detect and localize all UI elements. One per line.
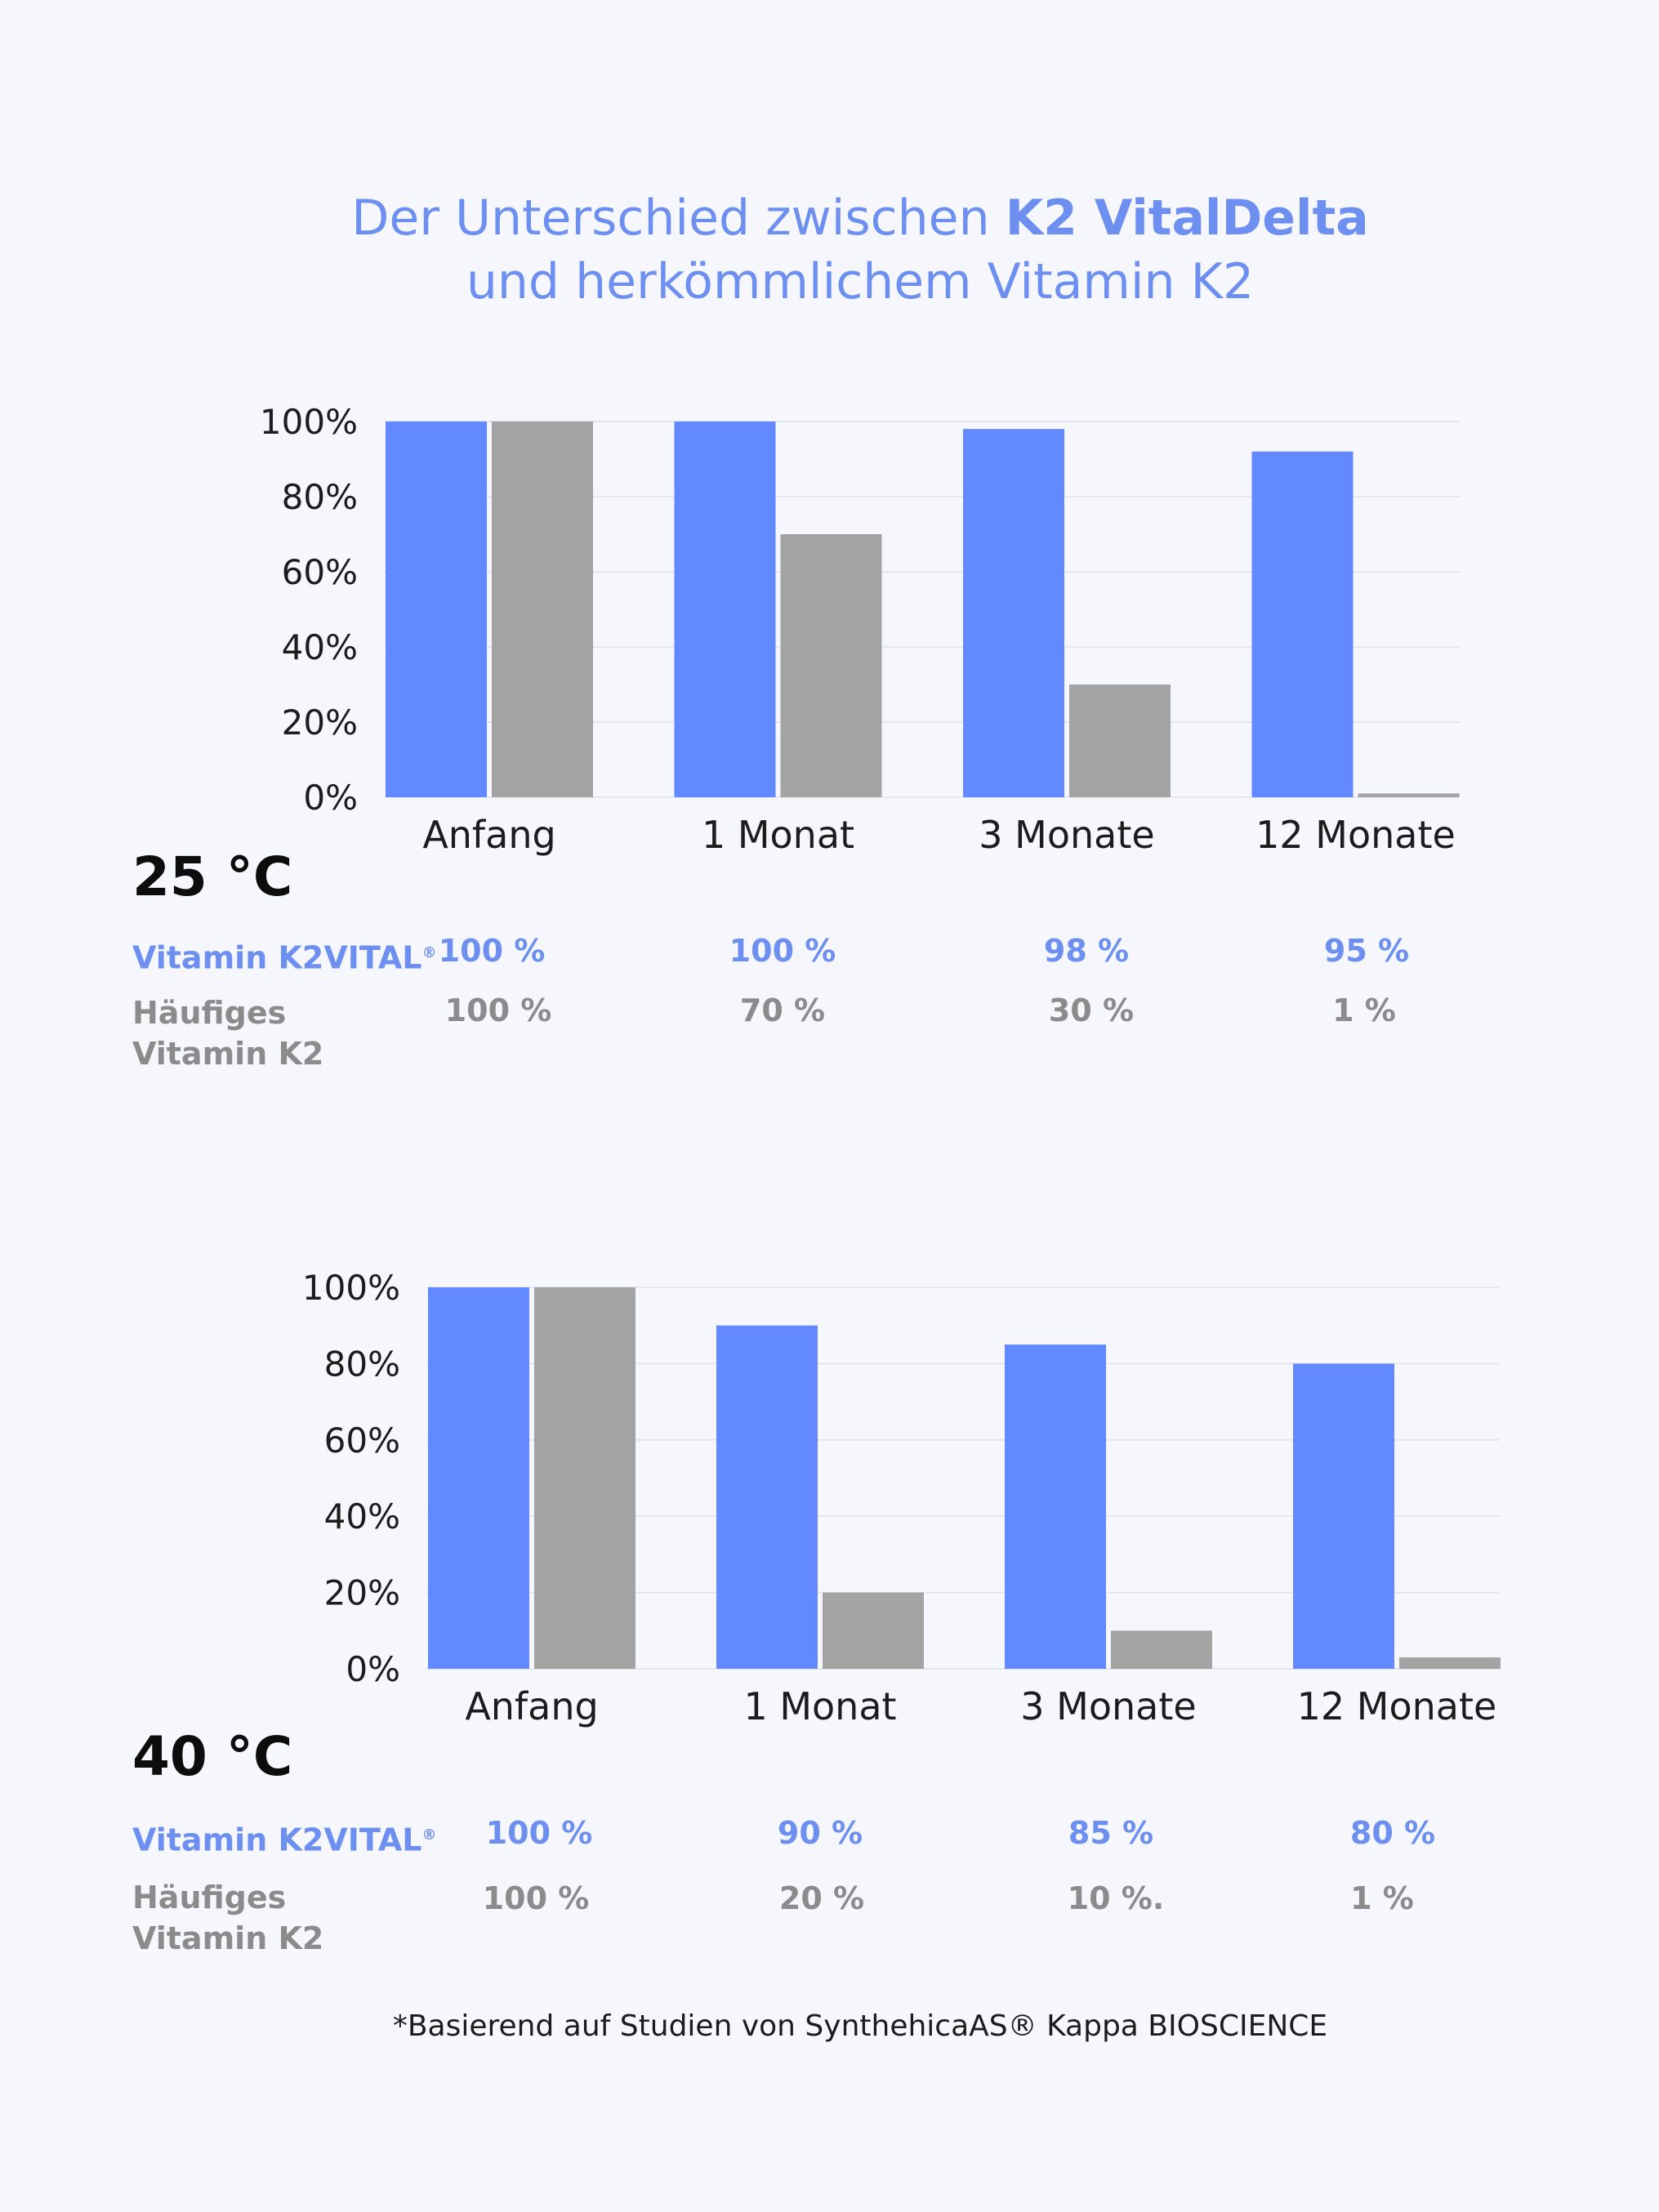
x-tick-label-40c-1-monat: 1 Monat — [743, 1684, 896, 1728]
value-k2vital-40c-3monate: 85 % — [1068, 1815, 1154, 1851]
title-line1-prefix: Der Unterschied zwischen — [351, 190, 1006, 247]
temperature-label-25c: 25 °C — [132, 845, 293, 908]
value-common-25c-3monate: 30 % — [1048, 992, 1135, 1028]
row-label-k2vital-25c: Vitamin K2VITAL® — [132, 939, 437, 976]
x-tick-label-25c-anfang: Anfang — [422, 813, 555, 857]
value-common-25c-1monat: 70 % — [739, 992, 826, 1028]
bar-40c-1-monat-common — [823, 1592, 924, 1669]
bar-40c-3-monate-common — [1111, 1630, 1212, 1669]
bar-25c-anfang-common — [492, 421, 593, 797]
bar-40c-anfang-k2vital — [428, 1287, 529, 1669]
bar-40c-12-monate-common — [1399, 1657, 1501, 1669]
x-tick-label-25c-3-monate: 3 Monate — [979, 813, 1154, 857]
value-common-25c-anfang: 100 % — [444, 992, 552, 1028]
bar-25c-3-monate-k2vital — [963, 429, 1064, 797]
chart-40c: 0% 20% 40% 60% 80% 100% Anfang 1 Monat 3 Monate 1… — [302, 1268, 1501, 1728]
bar-40c-3-monate-k2vital — [1005, 1345, 1106, 1669]
x-tick-label-25c-1-monat: 1 Monat — [702, 813, 854, 857]
value-k2vital-25c-12monate: 95 % — [1323, 933, 1410, 969]
bar-25c-anfang-k2vital — [386, 421, 487, 797]
value-k2vital-25c-1monat: 100 % — [729, 933, 836, 969]
y-tick-label-40c-1: 20% — [324, 1573, 400, 1613]
title-line1-bold: K2 VitalDelta — [1005, 190, 1369, 247]
value-k2vital-40c-anfang: 100 % — [485, 1815, 593, 1851]
value-common-25c-12monate: 1 % — [1332, 992, 1396, 1028]
y-tick-label-25c-3: 60% — [282, 552, 358, 592]
row-label-common-25c: Häufiges Vitamin K2 — [132, 995, 324, 1072]
x-tick-label-40c-3-monate: 3 Monate — [1020, 1684, 1196, 1728]
page-title: Der Unterschied zwischen K2 VitalDelta u… — [0, 186, 1659, 314]
y-tick-label-25c-1: 20% — [282, 702, 358, 743]
bar-25c-1-monat-k2vital — [674, 421, 776, 797]
value-common-40c-12monate: 1 % — [1350, 1880, 1414, 1916]
title-line2: und herkömmlichem Vitamin K2 — [466, 253, 1255, 310]
bar-25c-1-monat-common — [780, 534, 882, 797]
bar-25c-3-monate-common — [1069, 685, 1171, 797]
registered-mark: ® — [421, 944, 437, 961]
bar-25c-12-monate-k2vital — [1251, 451, 1354, 797]
x-tick-label-25c-12-monate: 12 Monate — [1255, 813, 1456, 857]
y-tick-label-40c-2: 40% — [324, 1496, 400, 1536]
y-tick-label-25c-2: 40% — [282, 627, 358, 667]
y-tick-label-25c-4: 80% — [282, 477, 358, 517]
y-tick-label-40c-4: 80% — [324, 1344, 400, 1384]
value-k2vital-40c-1monat: 90 % — [777, 1815, 863, 1851]
y-tick-label-40c-3: 60% — [324, 1420, 400, 1461]
y-tick-label-40c-0: 0% — [346, 1649, 400, 1689]
y-tick-label-25c-5: 100% — [260, 402, 358, 442]
y-tick-label-25c-0: 0% — [303, 778, 358, 818]
x-tick-label-40c-anfang: Anfang — [465, 1684, 598, 1728]
bar-40c-1-monat-k2vital — [716, 1325, 818, 1669]
chart-25c: 0% 20% 40% 60% 80% 100% Anfang 1 Monat 3 Monate 1… — [260, 402, 1460, 857]
y-tick-label-40c-5: 100% — [302, 1268, 400, 1308]
value-k2vital-25c-3monate: 98 % — [1043, 933, 1130, 969]
footnote: *Basierend auf Studien von SynthehicaAS®… — [392, 2009, 1328, 2043]
value-common-40c-3monate: 10 %. — [1067, 1880, 1165, 1916]
x-tick-label-40c-12-monate: 12 Monate — [1297, 1684, 1497, 1728]
bar-40c-12-monate-k2vital — [1293, 1363, 1394, 1669]
value-common-40c-anfang: 100 % — [482, 1880, 590, 1916]
value-k2vital-40c-12monate: 80 % — [1349, 1815, 1436, 1851]
value-k2vital-25c-anfang: 100 % — [438, 933, 546, 969]
row-label-k2vital-40c: Vitamin K2VITAL® — [132, 1822, 437, 1858]
registered-mark: ® — [421, 1826, 437, 1844]
bar-40c-anfang-common — [534, 1287, 636, 1669]
value-common-40c-1monat: 20 % — [778, 1880, 865, 1916]
row-label-common-40c: Häufiges Vitamin K2 — [132, 1880, 324, 1956]
temperature-label-40c: 40 °C — [132, 1725, 293, 1788]
bar-25c-12-monate-common — [1358, 793, 1460, 797]
